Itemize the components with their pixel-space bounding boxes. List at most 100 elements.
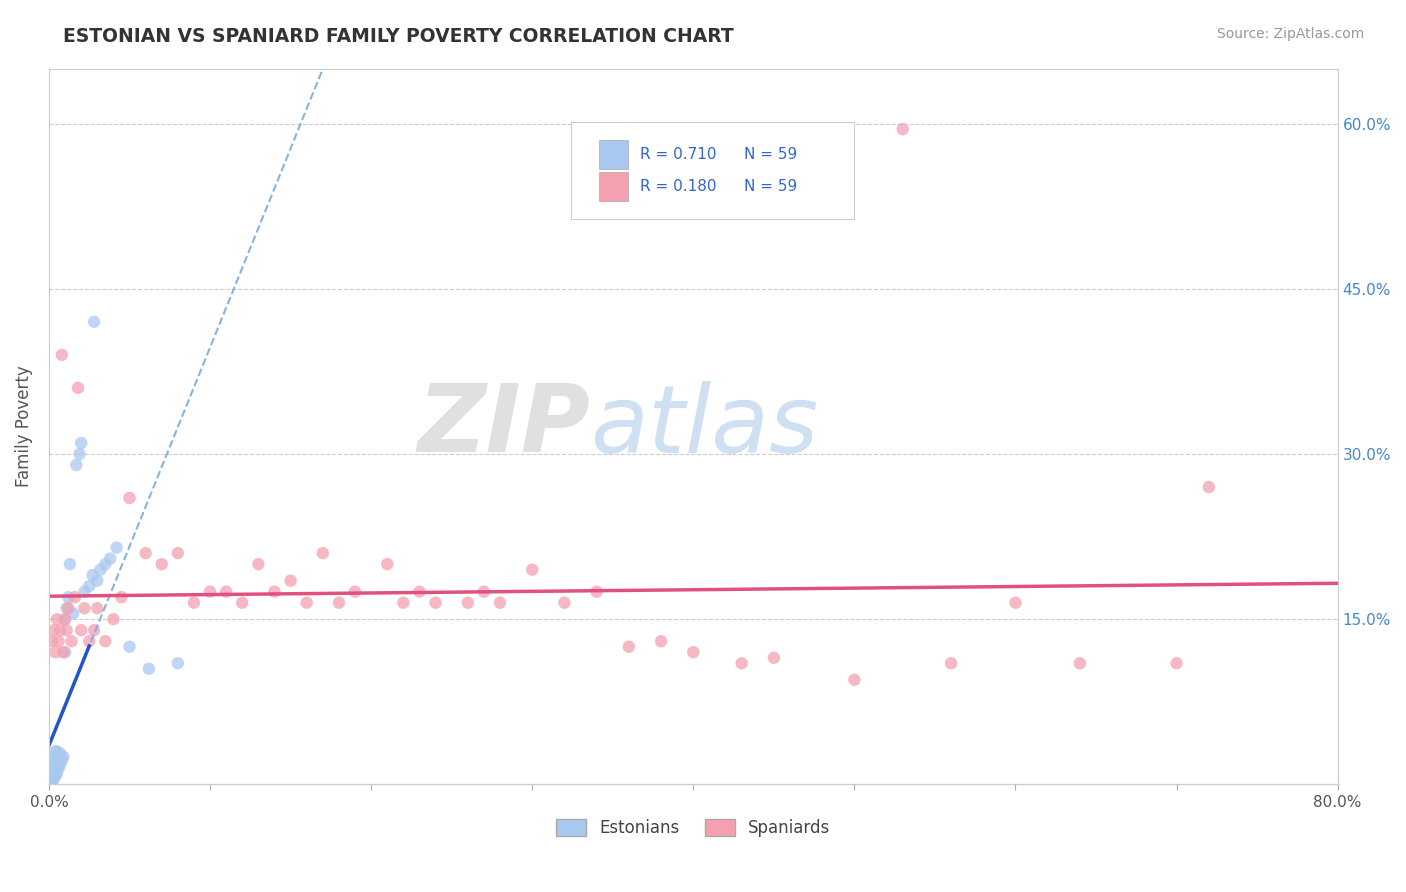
Point	[522, 563, 544, 577]
Point	[553, 596, 575, 610]
Point	[375, 557, 398, 571]
Point	[1166, 657, 1188, 671]
Point	[58, 590, 80, 604]
Point	[65, 458, 87, 472]
Point	[41, 768, 63, 782]
Point	[59, 557, 82, 571]
Point	[49, 757, 72, 772]
Point	[425, 596, 447, 610]
Text: Source: ZipAtlas.com: Source: ZipAtlas.com	[1216, 27, 1364, 41]
Point	[48, 761, 70, 775]
Point	[44, 761, 66, 775]
Point	[1004, 596, 1026, 610]
Point	[69, 447, 91, 461]
Point	[83, 624, 105, 638]
Point	[41, 764, 63, 779]
Point	[48, 634, 70, 648]
Point	[94, 557, 117, 571]
Point	[62, 607, 84, 621]
Point	[55, 624, 77, 638]
Point	[844, 673, 866, 687]
Point	[41, 762, 63, 776]
Point	[98, 551, 121, 566]
Point	[730, 657, 752, 671]
Point	[42, 772, 65, 786]
Point	[66, 381, 89, 395]
Point	[94, 634, 117, 648]
Point	[89, 563, 111, 577]
Point	[1069, 657, 1091, 671]
Point	[39, 774, 62, 789]
Point	[39, 772, 62, 786]
Point	[247, 557, 270, 571]
Point	[166, 546, 188, 560]
Y-axis label: Family Poverty: Family Poverty	[15, 366, 32, 487]
Point	[63, 590, 86, 604]
Point	[138, 662, 160, 676]
Point	[39, 771, 62, 785]
Point	[215, 584, 238, 599]
Legend: Estonians, Spaniards: Estonians, Spaniards	[550, 813, 837, 844]
Point	[49, 747, 72, 761]
Point	[73, 601, 96, 615]
Point	[82, 568, 104, 582]
Point	[42, 750, 65, 764]
Point	[41, 766, 63, 780]
Point	[682, 645, 704, 659]
Point	[472, 584, 495, 599]
Point	[762, 650, 785, 665]
Point	[41, 760, 63, 774]
Point	[70, 624, 93, 638]
Point	[198, 584, 221, 599]
Point	[39, 768, 62, 782]
Text: atlas: atlas	[591, 381, 818, 472]
Point	[489, 596, 512, 610]
Point	[183, 596, 205, 610]
Point	[41, 756, 63, 770]
Point	[328, 596, 350, 610]
Point	[52, 645, 75, 659]
Point	[44, 768, 66, 782]
Point	[105, 541, 128, 555]
Point	[939, 657, 962, 671]
Text: R = 0.180: R = 0.180	[641, 179, 717, 194]
Point	[135, 546, 157, 560]
Point	[585, 584, 607, 599]
Text: R = 0.710: R = 0.710	[641, 147, 717, 162]
Point	[231, 596, 253, 610]
Point	[46, 612, 69, 626]
Point	[41, 757, 63, 772]
Text: N = 59: N = 59	[744, 147, 797, 162]
Point	[312, 546, 335, 560]
Point	[51, 753, 73, 767]
Point	[457, 596, 479, 610]
Point	[41, 772, 63, 787]
Point	[650, 634, 672, 648]
Point	[48, 750, 70, 764]
Point	[39, 775, 62, 789]
Point	[83, 315, 105, 329]
Point	[39, 772, 62, 787]
Point	[53, 645, 76, 659]
Point	[52, 750, 75, 764]
Point	[42, 756, 65, 770]
Point	[110, 590, 132, 604]
Point	[58, 601, 80, 615]
Point	[77, 579, 100, 593]
Point	[280, 574, 302, 588]
Point	[263, 584, 285, 599]
Point	[53, 612, 76, 626]
Point	[295, 596, 318, 610]
Point	[118, 640, 141, 654]
Point	[55, 601, 77, 615]
Point	[44, 645, 66, 659]
Point	[150, 557, 173, 571]
Point	[86, 574, 108, 588]
Point	[60, 634, 83, 648]
FancyBboxPatch shape	[599, 140, 627, 169]
Point	[891, 122, 914, 136]
Text: N = 59: N = 59	[744, 179, 797, 194]
Text: ZIP: ZIP	[418, 381, 591, 473]
Text: ESTONIAN VS SPANIARD FAMILY POVERTY CORRELATION CHART: ESTONIAN VS SPANIARD FAMILY POVERTY CORR…	[63, 27, 734, 45]
Point	[42, 766, 65, 780]
